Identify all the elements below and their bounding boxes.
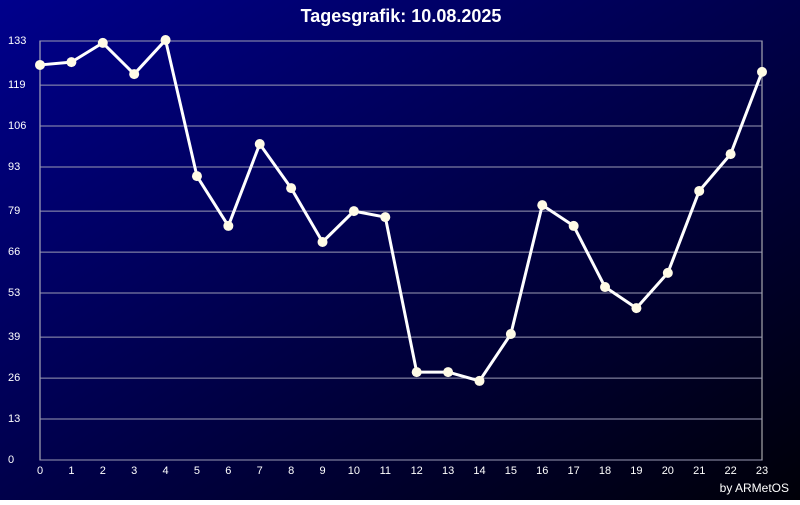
point bbox=[380, 212, 391, 223]
x-tick-label: 4 bbox=[163, 465, 169, 477]
x-tick-label: 12 bbox=[411, 465, 423, 477]
x-tick-label: 18 bbox=[599, 465, 611, 477]
y-tick-label: 53 bbox=[8, 287, 20, 299]
footer: by ARMetOS bbox=[720, 481, 789, 495]
x-tick-label: 1 bbox=[68, 465, 74, 477]
x-tick-label: 19 bbox=[630, 465, 642, 477]
x-tick-label: 22 bbox=[724, 465, 736, 477]
x-tick-label: 20 bbox=[662, 465, 674, 477]
point bbox=[317, 236, 328, 247]
point bbox=[35, 59, 45, 70]
x-tick-label: 16 bbox=[536, 465, 548, 477]
chart-title: Tagesgrafik: 10.08.2025 bbox=[301, 6, 502, 26]
point bbox=[631, 303, 642, 314]
x-tick-label: 23 bbox=[756, 465, 768, 477]
x-tick-label: 17 bbox=[568, 465, 580, 477]
x-tick-label: 9 bbox=[319, 465, 325, 477]
y-tick-label: 66 bbox=[8, 246, 20, 258]
x-tick-label: 3 bbox=[131, 465, 137, 477]
point bbox=[129, 69, 140, 80]
point bbox=[191, 171, 202, 182]
y-tick-label: 26 bbox=[8, 372, 20, 384]
point bbox=[537, 200, 548, 211]
y-tick-label: 39 bbox=[8, 331, 20, 343]
y-tick-label: 119 bbox=[8, 79, 26, 91]
x-tick-label: 21 bbox=[693, 465, 705, 477]
x-tick-label: 7 bbox=[257, 465, 263, 477]
point bbox=[474, 375, 485, 386]
x-tick-label: 8 bbox=[288, 465, 294, 477]
point bbox=[66, 57, 77, 68]
y-tick-label: 79 bbox=[8, 205, 20, 217]
point bbox=[694, 185, 705, 196]
point bbox=[505, 328, 516, 339]
x-tick-label: 14 bbox=[473, 465, 485, 477]
x-tick-label: 2 bbox=[100, 465, 106, 477]
x-tick-label: 13 bbox=[442, 465, 454, 477]
point bbox=[286, 183, 297, 194]
x-tick-label: 11 bbox=[380, 465, 391, 477]
x-tick-label: 5 bbox=[194, 465, 200, 477]
y-tick-label: 0 bbox=[8, 454, 14, 466]
point bbox=[411, 367, 422, 378]
y-tick-label: 13 bbox=[8, 413, 20, 425]
y-tick-label: 133 bbox=[8, 35, 26, 47]
point bbox=[662, 267, 673, 278]
point bbox=[757, 66, 767, 77]
point bbox=[568, 220, 579, 231]
point bbox=[254, 139, 265, 150]
line bbox=[39, 38, 764, 383]
point bbox=[443, 367, 454, 378]
x-tick-label: 10 bbox=[348, 465, 360, 477]
x-tick-label: 6 bbox=[225, 465, 231, 477]
point bbox=[725, 149, 736, 160]
point bbox=[600, 282, 611, 293]
x-tick-label: 15 bbox=[505, 465, 517, 477]
point bbox=[160, 35, 171, 46]
point bbox=[97, 37, 108, 48]
point bbox=[223, 220, 234, 231]
point bbox=[348, 206, 359, 217]
x-tick-label: 0 bbox=[37, 465, 43, 477]
y-tick-label: 106 bbox=[8, 120, 26, 132]
y-tick-label: 93 bbox=[8, 161, 20, 173]
